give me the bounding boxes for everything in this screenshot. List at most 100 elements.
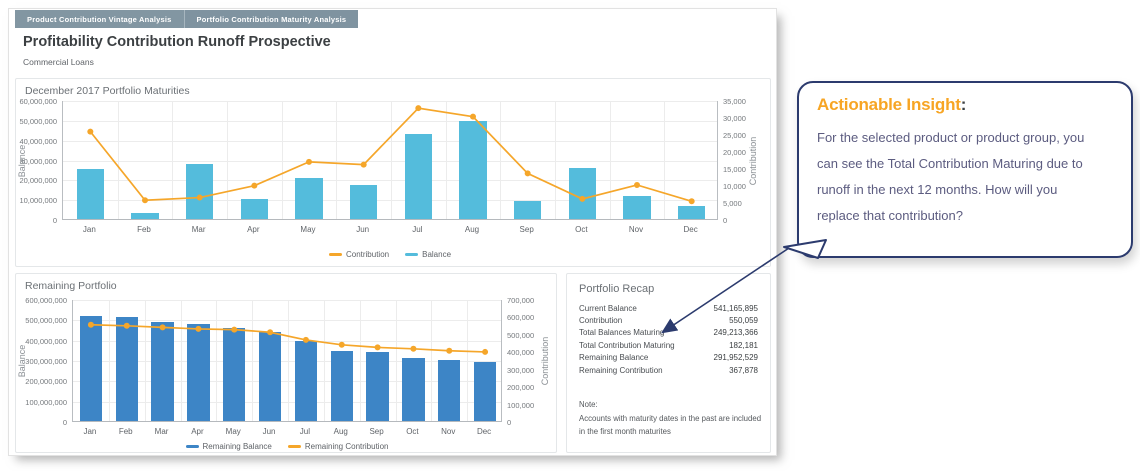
line-point-may[interactable] (231, 326, 238, 333)
bar-jul[interactable] (294, 340, 317, 421)
bar-nov[interactable] (623, 195, 651, 219)
actionable-insight-callout: Actionable Insight: For the selected pro… (797, 81, 1133, 258)
legend-item-contribution[interactable]: Contribution (328, 250, 389, 259)
bar-may[interactable] (295, 178, 323, 219)
bar-apr[interactable] (240, 199, 268, 219)
tab-portfolio-contribution-maturity-analysis[interactable]: Portfolio Contribution Maturity Analysis (183, 10, 359, 28)
bar-nov[interactable] (438, 360, 461, 421)
line-point-feb[interactable] (123, 322, 130, 329)
line-point-jul[interactable] (415, 105, 422, 112)
y-axis-tick-left: 400,000,000 (25, 336, 67, 346)
bar-dec[interactable] (678, 206, 706, 219)
bar-jan[interactable] (79, 316, 102, 421)
bar-sep[interactable] (366, 352, 389, 421)
line-series (87, 321, 489, 355)
recap-row-label: Total Contribution Maturing (579, 340, 675, 350)
x-axis-label-jun: Jun (356, 225, 370, 234)
y-axis-tick-left: 0 (52, 216, 57, 225)
bar-feb[interactable] (115, 316, 138, 421)
bar-dec[interactable] (473, 361, 497, 421)
line-point-may[interactable] (306, 158, 312, 165)
y-axis-tick-right: 30,000 (723, 114, 746, 123)
line-point-feb[interactable] (142, 197, 148, 204)
recap-row-current-balance: Current Balance 541,165,895 (579, 302, 758, 314)
gridline-horizontal (63, 160, 717, 162)
legend-dash (287, 445, 301, 448)
bar-oct[interactable] (568, 167, 596, 219)
line-point-oct[interactable] (579, 195, 586, 202)
bar-aug[interactable] (459, 121, 487, 219)
legend-item-remaining-contribution[interactable]: Remaining Contribution (287, 442, 388, 451)
x-axis-label-aug: Aug (333, 427, 348, 436)
left-axis-title: Balance (17, 344, 27, 378)
line-point-jan[interactable] (87, 128, 94, 135)
recap-title: Portfolio Recap (579, 283, 655, 295)
bar-jun[interactable] (350, 184, 378, 219)
line-point-nov[interactable] (446, 347, 453, 354)
y-axis-tick-right: 0 (723, 216, 728, 225)
bar-jul[interactable] (404, 134, 432, 219)
bar-sep[interactable] (514, 200, 542, 219)
y-axis-tick-left: 30,000,000 (19, 156, 57, 166)
gridline-vertical (281, 101, 283, 219)
recap-row-label: Total Balances Maturing (579, 328, 665, 338)
gridline-vertical (467, 300, 469, 421)
chart-legend: Contribution Balance (62, 250, 718, 259)
panel-portfolio-recap: Portfolio Recap Current Balance 541,165,8… (566, 273, 771, 453)
y-axis-tick-left: 300,000,000 (25, 357, 67, 366)
recap-row-label: Remaining Balance (579, 353, 649, 363)
line-point-mar[interactable] (159, 324, 166, 331)
gridline-horizontal (73, 320, 501, 322)
y-axis-tick-right: 200,000 (507, 383, 535, 393)
recap-row-contribution: Contribution 550,059 (579, 314, 758, 326)
bar-may[interactable] (223, 328, 246, 421)
line-point-mar[interactable] (196, 194, 203, 201)
bar-oct[interactable] (402, 357, 425, 421)
legend-item-remaining-balance[interactable]: Remaining Balance (185, 442, 272, 451)
chart-title: Remaining Portfolio (25, 280, 117, 292)
y-axis-tick-right: 15,000 (723, 165, 746, 174)
callout-heading-colon: : (960, 95, 967, 114)
line-point-dec[interactable] (688, 198, 695, 205)
line-point-jan[interactable] (87, 321, 94, 328)
page-subtitle: Commercial Loans (23, 57, 94, 67)
callout-heading: Actionable Insight: (817, 95, 966, 115)
gridline-vertical (288, 300, 289, 421)
bar-jun[interactable] (258, 331, 282, 421)
tab-product-contribution-vintage-analysis[interactable]: Product Contribution Vintage Analysis (15, 10, 184, 28)
line-point-sep[interactable] (524, 170, 531, 177)
line-point-apr[interactable] (195, 325, 202, 332)
bar-mar[interactable] (186, 163, 214, 219)
y-axis-tick-left: 200,000,000 (25, 377, 67, 387)
bar-feb[interactable] (131, 212, 159, 219)
recap-note-line: Accounts with maturity dates in the past… (579, 413, 762, 423)
line-point-nov[interactable] (634, 181, 640, 188)
line-point-apr[interactable] (251, 182, 258, 189)
bar-mar[interactable] (151, 322, 174, 421)
line-point-sep[interactable] (374, 344, 381, 351)
line-point-dec[interactable] (482, 348, 489, 355)
legend-item-balance[interactable]: Balance (405, 250, 451, 259)
gridline-vertical (227, 101, 228, 219)
legend-label: Balance (422, 250, 452, 259)
line-point-jul[interactable] (302, 336, 309, 343)
y-axis-tick-left: 10,000,000 (19, 196, 57, 206)
right-axis-title: Contribution (748, 136, 758, 185)
line-point-jun[interactable] (360, 161, 367, 168)
y-axis-tick-right: 500,000 (507, 330, 535, 340)
y-axis-tick-right: 600,000 (507, 313, 535, 323)
line-point-aug[interactable] (338, 341, 345, 348)
line-point-aug[interactable] (470, 113, 476, 120)
gridline-vertical (108, 300, 110, 421)
bar-apr[interactable] (187, 324, 210, 421)
line-point-oct[interactable] (410, 345, 417, 352)
bar-jan[interactable] (76, 168, 104, 219)
line-point-jun[interactable] (267, 329, 274, 336)
x-axis-label-sep: Sep (369, 427, 384, 436)
recap-row-remaining-balance: Remaining Balance 291,952,529 (579, 352, 758, 364)
plot-area (62, 101, 718, 220)
callout-heading-text: Actionable Insight (817, 95, 961, 114)
gridline-vertical (395, 300, 397, 421)
page-title: Profitability Contribution Runoff Prospe… (23, 34, 331, 50)
bar-aug[interactable] (330, 350, 353, 421)
